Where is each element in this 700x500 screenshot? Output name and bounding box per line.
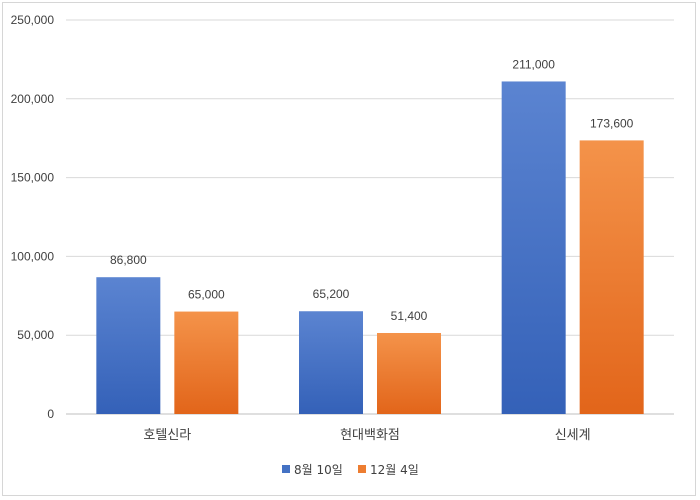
y-tick-label: 150,000 [11,171,55,185]
data-label: 173,600 [590,116,634,130]
data-label: 51,400 [391,309,428,323]
data-label: 86,800 [110,253,147,267]
data-label: 65,200 [313,287,350,301]
legend-label: 12월 4일 [370,463,419,477]
x-category-label: 신세계 [555,428,591,443]
y-tick-label: 100,000 [11,249,55,263]
legend-swatch-2 [358,465,366,473]
bar-1-2 [299,311,363,414]
legend-swatch-1 [282,465,290,473]
data-label: 211,000 [512,57,555,71]
y-tick-label: 250,000 [11,13,55,27]
y-tick-label: 50,000 [17,328,54,342]
bar-2-1 [174,311,239,414]
bar-1-1 [96,277,161,414]
data-label: 65,000 [188,288,225,302]
x-category-label: 호텔신라 [143,428,191,443]
bar-1-3 [501,81,566,415]
bar-2-2 [377,332,441,414]
x-category-label: 현대백화점 [340,428,400,443]
bar-2-3 [579,140,644,414]
y-tick-label: 200,000 [11,92,55,106]
legend-label: 8월 10일 [294,463,343,477]
y-tick-label: 0 [47,407,54,421]
